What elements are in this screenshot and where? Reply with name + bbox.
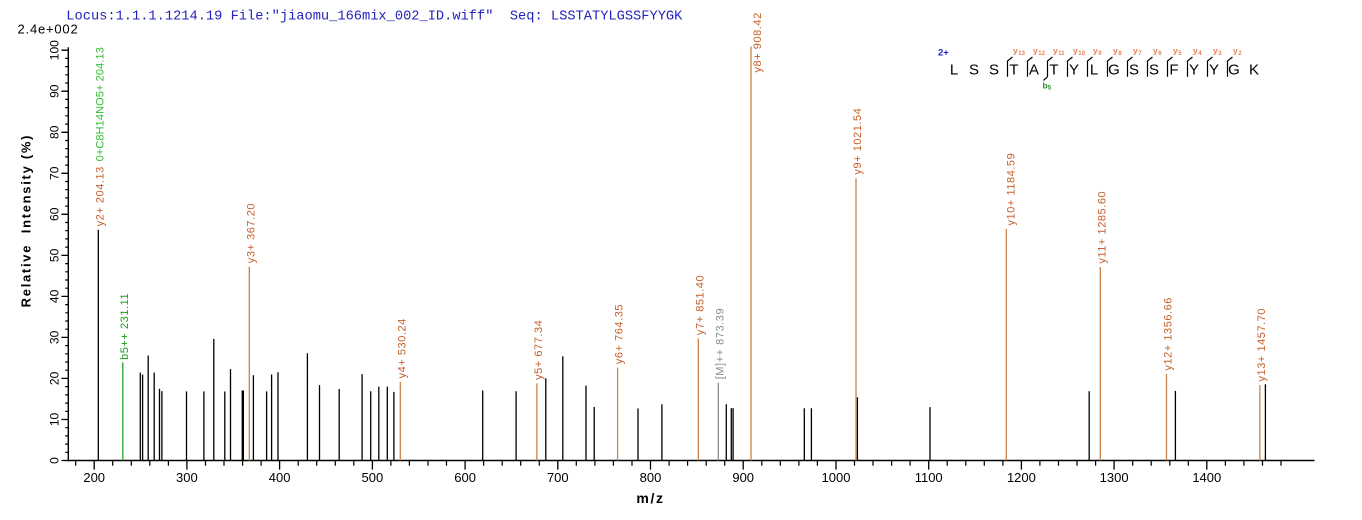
svg-text:Y: Y: [1189, 62, 1199, 79]
svg-text:y: y: [1033, 46, 1038, 56]
svg-text:y9+ 1021.54: y9+ 1021.54: [852, 108, 864, 175]
svg-text:80: 80: [48, 125, 62, 139]
svg-text:y7+ 851.40: y7+ 851.40: [694, 275, 706, 335]
svg-text:A: A: [1029, 62, 1039, 79]
svg-text:S: S: [969, 62, 979, 79]
svg-text:600: 600: [454, 470, 476, 485]
svg-text:L: L: [950, 62, 958, 79]
svg-text:b5++ 231.11: b5++ 231.11: [119, 293, 131, 360]
svg-text:60: 60: [48, 207, 62, 221]
svg-text:900: 900: [732, 470, 754, 485]
svg-text:4: 4: [1198, 51, 1202, 57]
svg-text:y6+ 764.35: y6+ 764.35: [614, 304, 626, 364]
svg-text:y: y: [1133, 46, 1138, 56]
svg-text:1200: 1200: [1007, 470, 1036, 485]
svg-text:y: y: [1153, 46, 1158, 56]
svg-text:y: y: [1213, 46, 1218, 56]
svg-text:50: 50: [48, 248, 62, 262]
svg-text:70: 70: [48, 166, 62, 180]
svg-text:400: 400: [269, 470, 291, 485]
svg-text:500: 500: [362, 470, 384, 485]
svg-text:12: 12: [1038, 51, 1045, 57]
svg-text:9: 9: [1098, 51, 1102, 57]
svg-text:S: S: [1129, 62, 1139, 79]
svg-text:30: 30: [48, 330, 62, 344]
svg-text:T: T: [1009, 62, 1018, 79]
svg-text:800: 800: [640, 470, 662, 485]
svg-text:2: 2: [1238, 51, 1242, 57]
svg-text:y: y: [1093, 46, 1098, 56]
svg-text:40: 40: [48, 289, 62, 303]
svg-text:y13+ 1457.70: y13+ 1457.70: [1256, 308, 1268, 382]
svg-text:y: y: [1013, 46, 1018, 56]
svg-text:L: L: [1090, 62, 1098, 79]
svg-text:y5+ 677.34: y5+ 677.34: [533, 320, 545, 380]
svg-text:Locus:1.1.1.1214.19 File:"jiao: Locus:1.1.1.1214.19 File:"jiaomu_166mix_…: [66, 9, 683, 24]
svg-text:G: G: [1108, 62, 1120, 79]
svg-text:y10+ 1184.59: y10+ 1184.59: [1005, 153, 1017, 226]
svg-text:b: b: [1043, 81, 1048, 91]
svg-text:20: 20: [48, 371, 62, 385]
svg-text:100: 100: [48, 40, 62, 60]
svg-text:y4+ 530.24: y4+ 530.24: [396, 318, 408, 378]
svg-text:Relative Intensity (%): Relative Intensity (%): [18, 134, 33, 307]
svg-text:y: y: [1113, 46, 1118, 56]
svg-text:F: F: [1169, 62, 1178, 79]
svg-text:T: T: [1049, 62, 1058, 79]
svg-text:[M]++ 873.39: [M]++ 873.39: [714, 308, 726, 379]
svg-text:5: 5: [1178, 51, 1182, 57]
svg-text:1300: 1300: [1100, 470, 1129, 485]
svg-text:y: y: [1073, 46, 1078, 56]
svg-text:Y: Y: [1209, 62, 1219, 79]
svg-text:y: y: [1173, 46, 1178, 56]
svg-text:G: G: [1228, 62, 1240, 79]
svg-text:90: 90: [48, 84, 62, 98]
svg-text:6: 6: [1158, 51, 1162, 57]
svg-text:11: 11: [1058, 51, 1065, 57]
svg-text:1000: 1000: [822, 470, 851, 485]
svg-text:m/z: m/z: [636, 490, 664, 506]
svg-text:13: 13: [1018, 51, 1025, 57]
svg-text:0: 0: [48, 457, 62, 464]
svg-text:y8+ 908.42: y8+ 908.42: [752, 12, 764, 72]
svg-text:2+: 2+: [938, 47, 949, 58]
svg-text:K: K: [1249, 62, 1259, 79]
svg-text:S: S: [989, 62, 999, 79]
svg-text:10: 10: [48, 413, 62, 427]
svg-text:1100: 1100: [915, 470, 943, 485]
svg-text:5: 5: [1048, 85, 1052, 91]
svg-text:8: 8: [1118, 51, 1122, 57]
svg-text:y: y: [1053, 46, 1058, 56]
svg-text:200: 200: [83, 470, 105, 485]
svg-text:10: 10: [1078, 51, 1085, 57]
svg-text:y: y: [1233, 46, 1238, 56]
svg-text:Y: Y: [1069, 62, 1079, 79]
svg-text:y12+ 1356.66: y12+ 1356.66: [1163, 297, 1175, 371]
svg-text:S: S: [1149, 62, 1159, 79]
svg-text:7: 7: [1138, 51, 1142, 57]
svg-text:700: 700: [547, 470, 569, 485]
svg-text:1400: 1400: [1192, 470, 1221, 485]
svg-text:y: y: [1193, 46, 1198, 56]
svg-text:y11+ 1285.60: y11+ 1285.60: [1096, 191, 1108, 264]
svg-text:y3+ 367.20: y3+ 367.20: [245, 203, 257, 263]
svg-text:3: 3: [1218, 51, 1222, 57]
svg-text:0+C8H14NO5+ 204.13: 0+C8H14NO5+ 204.13: [94, 47, 106, 161]
svg-text:2.4e+002: 2.4e+002: [18, 22, 79, 37]
svg-text:300: 300: [176, 470, 198, 485]
svg-text:y2+ 204.13: y2+ 204.13: [94, 166, 106, 226]
